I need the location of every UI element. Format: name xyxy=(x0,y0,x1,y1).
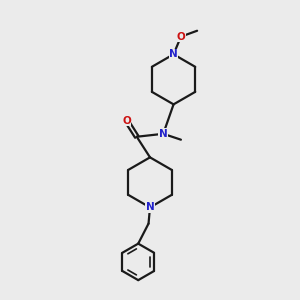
Text: O: O xyxy=(122,116,131,126)
Text: N: N xyxy=(169,49,178,59)
Text: O: O xyxy=(176,32,185,42)
Text: N: N xyxy=(159,129,168,139)
Text: N: N xyxy=(146,202,154,212)
